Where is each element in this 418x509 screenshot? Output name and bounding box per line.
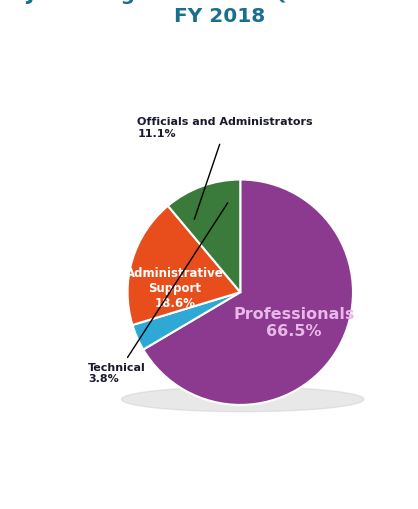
Text: Professionals
66.5%: Professionals 66.5% [233,307,355,339]
Ellipse shape [122,387,364,412]
Wedge shape [143,180,353,405]
Text: Officials and Administrators
11.1%: Officials and Administrators 11.1% [138,117,313,219]
Title: Job Categories of TCEQ Workforce
FY 2018: Job Categories of TCEQ Workforce FY 2018 [27,0,412,26]
Wedge shape [133,292,240,350]
Wedge shape [127,206,240,325]
Text: Administrative
Support
18.6%: Administrative Support 18.6% [126,267,224,310]
Text: Technical
3.8%: Technical 3.8% [88,203,228,384]
Wedge shape [168,180,240,292]
